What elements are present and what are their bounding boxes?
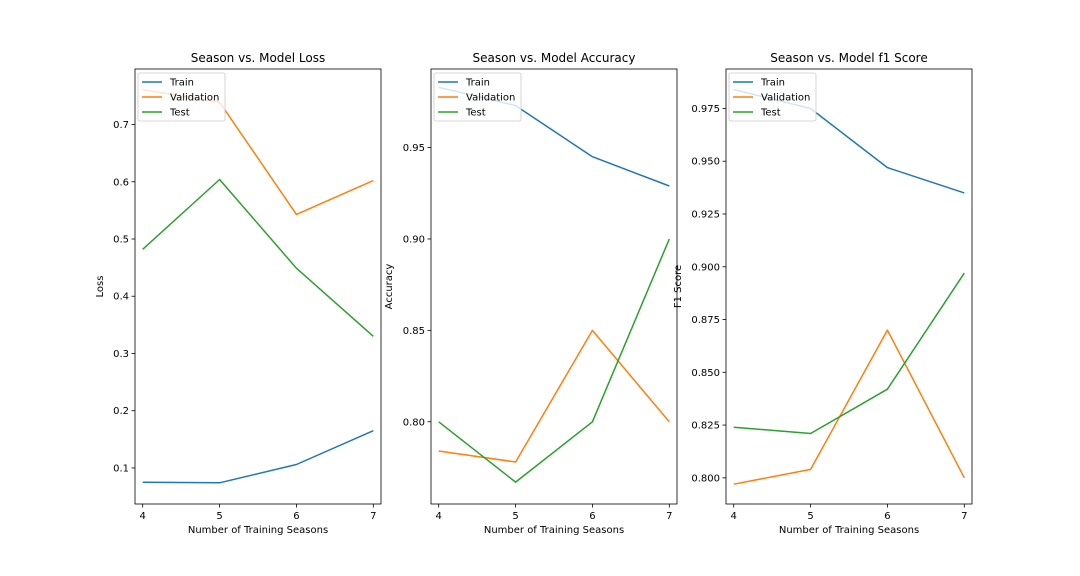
y-tick-label: 0.800: [691, 473, 720, 484]
x-tick-label: 7: [961, 511, 967, 522]
y-tick-label: 0.95: [403, 143, 425, 154]
legend: Train Validation Test: [137, 72, 226, 122]
legend-label-test: Test: [465, 108, 486, 119]
x-axis-label: Number of Training Seasons: [484, 525, 624, 536]
legend-label-test: Test: [760, 108, 781, 119]
x-tick-label: 4: [731, 511, 737, 522]
legend-box: [433, 72, 522, 122]
y-axis-label: Accuracy: [384, 264, 395, 310]
legend: Train Validation Test: [728, 72, 817, 122]
legend: Train Validation Test: [433, 72, 522, 122]
panel-title: Season vs. Model Loss: [191, 51, 326, 65]
panel-title: Season vs. Model f1 Score: [770, 51, 927, 65]
series-line-test: [438, 238, 670, 483]
legend-label-validation: Validation: [170, 93, 219, 104]
x-tick-label: 5: [512, 511, 518, 522]
x-tick-label: 6: [884, 511, 890, 522]
panel-title: Season vs. Model Accuracy: [473, 51, 636, 65]
y-tick-label: 0.900: [691, 262, 720, 273]
legend-label-train: Train: [465, 78, 490, 89]
panel-2: Season vs. Model Accuracy 4 5 6 7 0.80 0.85 0.9…: [384, 51, 678, 536]
y-tick-label: 0.1: [113, 463, 129, 474]
y-tick-label: 0.6: [113, 177, 129, 188]
panel-1: Season vs. Model Loss 4 5 6 7 0.1 0.2 0.3 0.4 0.5…: [95, 51, 382, 536]
y-tick-label: 0.80: [403, 417, 425, 428]
x-tick-label: 4: [436, 511, 442, 522]
x-tick-label: 5: [216, 511, 222, 522]
x-tick-label: 6: [589, 511, 595, 522]
x-axis-label: Number of Training Seasons: [779, 525, 919, 536]
x-tick-label: 6: [293, 511, 299, 522]
y-tick-label: 0.7: [113, 120, 129, 131]
legend-label-train: Train: [169, 78, 194, 89]
y-tick-label: 0.850: [691, 368, 720, 379]
legend-label-validation: Validation: [466, 93, 515, 104]
legend-label-validation: Validation: [761, 93, 810, 104]
y-axis-label: F1 Score: [673, 265, 684, 308]
plot-frame: [134, 68, 382, 505]
x-tick-label: 5: [807, 511, 813, 522]
y-tick-label: 0.950: [691, 157, 720, 168]
y-tick-label: 0.5: [113, 234, 129, 245]
plot-frame: [430, 68, 678, 505]
plot-frame: [725, 68, 973, 505]
y-tick-label: 0.925: [691, 210, 720, 221]
y-tick-label: 0.875: [691, 315, 720, 326]
y-tick-label: 0.90: [403, 234, 425, 245]
series-line-validation: [438, 329, 670, 463]
x-axis-label: Number of Training Seasons: [188, 525, 328, 536]
legend-label-test: Test: [169, 108, 190, 119]
x-tick-label: 7: [666, 511, 672, 522]
x-tick-label: 7: [370, 511, 376, 522]
series-line-validation: [733, 329, 965, 485]
series-line-test: [733, 272, 965, 435]
y-tick-label: 0.4: [113, 292, 129, 303]
legend-box: [728, 72, 817, 122]
series-line-train: [142, 430, 374, 484]
series-line-test: [142, 178, 374, 337]
y-tick-label: 0.3: [113, 349, 129, 360]
y-tick-label: 0.825: [691, 421, 720, 432]
panel-3: Season vs. Model f1 Score 4 5 6 7 0.800 0.825 0…: [673, 51, 973, 536]
y-axis-label: Loss: [95, 276, 106, 298]
legend-label-train: Train: [760, 78, 785, 89]
legend-box: [137, 72, 226, 122]
y-tick-label: 0.85: [403, 326, 425, 337]
y-tick-label: 0.2: [113, 406, 129, 417]
x-tick-label: 4: [140, 511, 146, 522]
y-tick-label: 0.975: [691, 104, 720, 115]
